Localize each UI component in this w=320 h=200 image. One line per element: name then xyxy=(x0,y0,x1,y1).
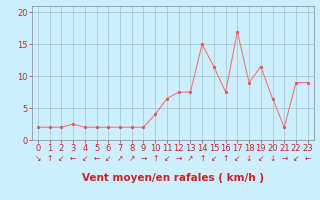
Text: ↗: ↗ xyxy=(117,154,123,163)
Text: ↙: ↙ xyxy=(293,154,299,163)
Text: ↗: ↗ xyxy=(129,154,135,163)
Text: →: → xyxy=(140,154,147,163)
Text: →: → xyxy=(175,154,182,163)
Text: ↑: ↑ xyxy=(46,154,53,163)
Text: ←: ← xyxy=(305,154,311,163)
X-axis label: Vent moyen/en rafales ( km/h ): Vent moyen/en rafales ( km/h ) xyxy=(82,173,264,183)
Text: ↙: ↙ xyxy=(211,154,217,163)
Text: ↙: ↙ xyxy=(58,154,65,163)
Text: ↘: ↘ xyxy=(35,154,41,163)
Text: ↑: ↑ xyxy=(152,154,158,163)
Text: ↙: ↙ xyxy=(258,154,264,163)
Text: ↗: ↗ xyxy=(187,154,194,163)
Text: ↓: ↓ xyxy=(246,154,252,163)
Text: ↙: ↙ xyxy=(164,154,170,163)
Text: ←: ← xyxy=(70,154,76,163)
Text: →: → xyxy=(281,154,287,163)
Text: ↑: ↑ xyxy=(222,154,229,163)
Text: ←: ← xyxy=(93,154,100,163)
Text: ↙: ↙ xyxy=(105,154,111,163)
Text: ↙: ↙ xyxy=(234,154,241,163)
Text: ↙: ↙ xyxy=(82,154,88,163)
Text: ↓: ↓ xyxy=(269,154,276,163)
Text: ↑: ↑ xyxy=(199,154,205,163)
